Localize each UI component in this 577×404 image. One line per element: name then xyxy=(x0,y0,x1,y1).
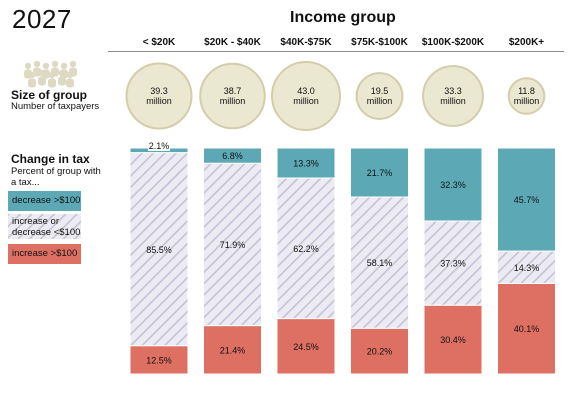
bar-value-label: 14.3% xyxy=(514,263,540,273)
bar-segment-increase xyxy=(350,327,409,375)
bar-value-label: 2.1% xyxy=(149,141,170,151)
size-of-group-subtitle: Number of taxpayers xyxy=(11,101,100,112)
taxpayer-label: 38.7 million xyxy=(220,86,246,106)
change-in-tax-subtitle: Percent of group with a tax... xyxy=(11,166,101,188)
taxpayer-label: 39.3 million xyxy=(146,86,172,106)
bar-segment-neutral xyxy=(129,152,189,347)
header-divider xyxy=(108,51,564,52)
taxpayer-label: 43.0 million xyxy=(293,86,319,106)
legend-neutral-label: increase or decrease <$100 xyxy=(12,216,81,238)
bar-value-label: 40.1% xyxy=(514,324,540,334)
bar-segment-increase xyxy=(203,325,262,375)
category-label: $200K+ xyxy=(509,37,544,48)
bar-value-label: 12.5% xyxy=(146,355,172,365)
income-group-title: Income group xyxy=(290,9,396,26)
taxpayer-circle xyxy=(125,62,193,130)
bar-value-label: 58.1% xyxy=(367,258,393,268)
bar-value-label: 32.3% xyxy=(440,180,466,190)
taxpayer-label: 19.5 million xyxy=(367,86,393,106)
legend-neutral-swatch: increase or decrease <$100 xyxy=(8,214,81,239)
taxpayer-circle xyxy=(199,62,266,130)
bar-value-label: 45.7% xyxy=(514,195,540,205)
bar-value-label: 71.9% xyxy=(220,240,246,250)
bar-value-label: 24.5% xyxy=(293,342,319,352)
bar-segment-neutral xyxy=(203,162,262,327)
taxpayer-circle xyxy=(422,65,484,127)
bar-segment-decrease xyxy=(497,147,556,252)
bar-segment-decrease xyxy=(423,147,483,222)
bar-segment-neutral xyxy=(276,177,336,320)
taxpayer-circle xyxy=(507,77,546,115)
legend-increase-label: increase >$100 xyxy=(12,248,78,259)
bar-value-label: 21.4% xyxy=(220,345,246,355)
bar-segment-increase xyxy=(423,304,483,375)
bar-value-label: 13.3% xyxy=(293,159,319,169)
people-icon xyxy=(24,60,77,88)
bar-value-label: 30.4% xyxy=(440,335,466,345)
bar-segment-increase xyxy=(497,282,556,375)
bar-value-label: 37.3% xyxy=(440,259,466,269)
bar-segment-increase xyxy=(129,345,189,375)
legend-neutral-hatch xyxy=(8,214,81,239)
legend-decrease-label: decrease >$100 xyxy=(12,195,81,206)
category-label: $20K - $40K xyxy=(204,37,261,48)
taxpayer-label: 33.3 million xyxy=(440,86,466,106)
bar-value-label: 6.8% xyxy=(222,151,243,161)
bar-value-label: 85.5% xyxy=(146,245,172,255)
year-title: 2027 xyxy=(12,4,72,34)
size-of-group-title: Size of group xyxy=(11,88,87,102)
taxpayer-circle xyxy=(355,72,404,120)
bar-value-label: 21.7% xyxy=(367,168,393,178)
category-label: $75K-$100K xyxy=(351,37,408,48)
category-label: $100K-$200K xyxy=(422,37,485,48)
legend-decrease-swatch: decrease >$100 xyxy=(8,191,81,211)
bar-segment-neutral xyxy=(497,250,556,284)
bar-value-label: 20.2% xyxy=(367,347,393,357)
category-label: < $20K xyxy=(143,37,176,48)
legend-increase-swatch: increase >$100 xyxy=(8,244,81,264)
bar-value-label: 62.2% xyxy=(293,244,319,254)
taxpayer-circle xyxy=(271,61,341,131)
bar-segment-increase xyxy=(276,318,336,375)
taxpayer-label: 11.8 million xyxy=(514,86,540,106)
category-label: $40K-$75K xyxy=(280,37,332,48)
change-in-tax-title: Change in tax xyxy=(11,152,90,166)
